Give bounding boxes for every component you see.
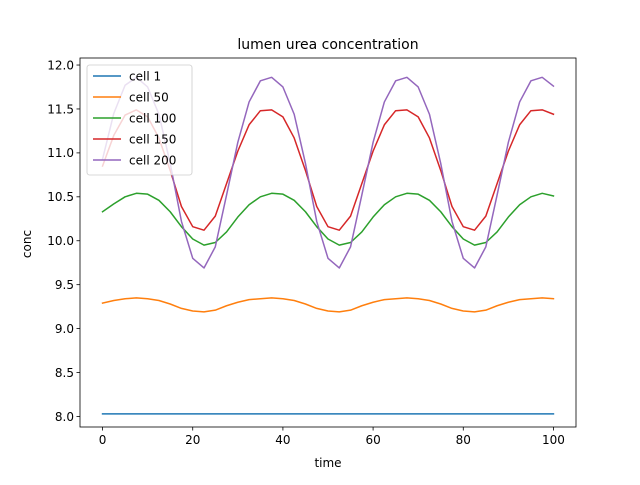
x-axis-label: time xyxy=(314,456,341,470)
series-line-3 xyxy=(101,192,555,246)
x-tick-label: 60 xyxy=(365,433,380,447)
y-tick-label: 11.0 xyxy=(47,146,74,160)
series-line-4 xyxy=(101,109,555,231)
x-tick-label: 20 xyxy=(185,433,200,447)
y-tick-label: 10.5 xyxy=(47,190,74,204)
y-tick-label: 8.0 xyxy=(55,410,74,424)
x-tick-label: 0 xyxy=(99,433,107,447)
y-tick-label: 9.5 xyxy=(55,278,74,292)
legend-label-3: cell 100 xyxy=(129,111,176,125)
y-tick-label: 8.5 xyxy=(55,366,74,380)
legend: cell 1 cell 50 cell 100 cell 150 cell 200 xyxy=(86,64,193,176)
legend-box xyxy=(86,64,193,176)
x-tick-label: 80 xyxy=(456,433,471,447)
axes-layer: 0 20 40 60 80 100 8.0 8.5 9.0 9.5 10.0 10.5 11.0 11.5… xyxy=(47,57,577,447)
x-tick-label: 40 xyxy=(275,433,290,447)
legend-label-4: cell 150 xyxy=(129,132,176,146)
series-line-5 xyxy=(101,76,555,269)
legend-label-1: cell 1 xyxy=(129,69,161,83)
series-layer xyxy=(101,76,555,415)
series-line-2 xyxy=(101,297,555,313)
plot-frame xyxy=(79,57,577,428)
y-tick-label: 12.0 xyxy=(47,58,74,72)
y-axis-label: conc xyxy=(20,230,34,258)
chart-title: lumen urea concentration xyxy=(237,37,418,53)
y-tick-label: 9.0 xyxy=(55,322,74,336)
y-tick-label: 11.5 xyxy=(47,102,74,116)
x-tick-label: 100 xyxy=(542,433,565,447)
legend-label-5: cell 200 xyxy=(129,153,176,167)
legend-label-2: cell 50 xyxy=(129,90,169,104)
y-tick-label: 10.0 xyxy=(47,234,74,248)
